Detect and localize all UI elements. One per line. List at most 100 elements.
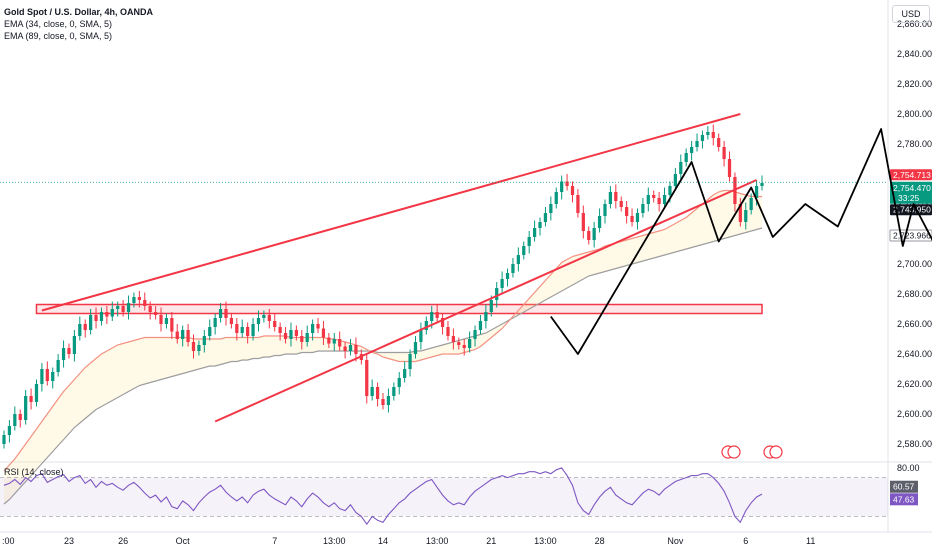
candle-body	[484, 312, 488, 321]
candle	[727, 151, 732, 182]
time-tick-label: 28	[595, 536, 605, 546]
currency-button[interactable]: USD	[892, 5, 930, 23]
candle	[365, 354, 369, 404]
candle-body	[229, 318, 234, 324]
candle-body	[338, 339, 342, 347]
candle	[375, 382, 380, 407]
candle-body	[430, 312, 434, 321]
candle	[51, 367, 55, 389]
rsi-pane[interactable]: 80.00 60.57 47.63	[0, 463, 920, 526]
price-axis[interactable]: 2,860.000 2,840.000 2,820.000 2,800.000 2,78…	[889, 19, 932, 449]
candle	[327, 333, 331, 348]
candle-body	[646, 195, 650, 204]
candle-body	[13, 414, 17, 426]
price-pane[interactable]	[0, 0, 932, 533]
candle-body	[457, 342, 461, 345]
time-axis[interactable]: :00 23 26 Oct 7 13:00 14 13:00 21 13:00 28 Nov 6 11	[2, 536, 815, 546]
candle-body	[435, 312, 439, 318]
candle	[202, 330, 206, 353]
candle-body	[451, 336, 456, 342]
candle-body	[440, 318, 445, 327]
event-flag-icon	[727, 445, 741, 459]
candle-body	[18, 414, 22, 420]
candle-body	[760, 183, 764, 186]
candle	[695, 133, 699, 152]
candle-body	[516, 255, 520, 264]
candle	[706, 126, 710, 140]
candle	[484, 304, 488, 329]
candle	[132, 292, 136, 308]
candle-body	[305, 333, 309, 342]
candle	[587, 226, 591, 245]
candle-body	[278, 327, 282, 333]
candle-body	[321, 328, 326, 338]
candle-body	[110, 309, 114, 317]
candle	[94, 307, 98, 329]
candle-body	[29, 396, 33, 402]
candle	[608, 186, 613, 209]
candle	[137, 291, 141, 308]
candle	[451, 328, 456, 350]
candle-body	[560, 181, 564, 192]
candle	[332, 333, 336, 351]
candle	[419, 322, 423, 350]
candle	[34, 379, 39, 407]
candle	[224, 301, 228, 326]
candle-body	[413, 342, 418, 354]
candle-body	[592, 228, 596, 240]
candle-body	[381, 399, 385, 405]
candle-body	[294, 330, 298, 336]
candle-body	[625, 207, 629, 216]
candle-body	[181, 330, 185, 339]
price-tick-label: 2,600.000	[897, 409, 932, 419]
candle	[646, 187, 650, 212]
candle-body	[603, 204, 607, 216]
candle	[749, 193, 753, 215]
candle-body	[500, 279, 504, 288]
candle	[316, 318, 320, 333]
candle-body	[473, 330, 477, 339]
candle	[164, 313, 169, 329]
candle	[246, 322, 250, 344]
candle-body	[619, 201, 623, 207]
ema34-legend: EMA (34, close, 0, SMA, 5)	[4, 19, 113, 29]
candle-body	[332, 339, 336, 344]
candle	[24, 390, 28, 425]
candle-body	[695, 141, 699, 147]
drawings	[0, 113, 932, 459]
candle-body	[597, 216, 602, 228]
candle-body	[310, 324, 315, 333]
wave-projection	[550, 128, 932, 355]
candle	[208, 319, 212, 341]
candle	[72, 330, 77, 362]
candle-body	[170, 318, 174, 332]
candle-body	[316, 324, 320, 329]
candle	[256, 310, 261, 332]
candle-body	[462, 345, 466, 348]
ema89-line	[3, 227, 763, 505]
candle	[45, 361, 49, 386]
candle-body	[722, 147, 726, 159]
candle	[592, 222, 596, 248]
candle	[153, 306, 158, 320]
last-price-tag	[890, 169, 932, 181]
candle	[738, 198, 742, 227]
time-tick-label: 13:00	[426, 536, 449, 546]
candle	[300, 330, 304, 350]
candle-body	[72, 336, 77, 354]
candle	[532, 220, 537, 242]
candle	[294, 325, 298, 341]
support-zone	[35, 303, 763, 315]
candle-body	[684, 153, 688, 162]
candle-body	[679, 162, 683, 174]
candle	[641, 198, 645, 218]
candle-body	[652, 195, 656, 198]
candle-body	[45, 369, 49, 381]
candle	[289, 322, 293, 347]
candle-body	[34, 384, 39, 402]
candle	[473, 325, 477, 347]
candle-body	[126, 303, 131, 312]
candle-body	[505, 273, 510, 279]
candle	[538, 217, 542, 236]
